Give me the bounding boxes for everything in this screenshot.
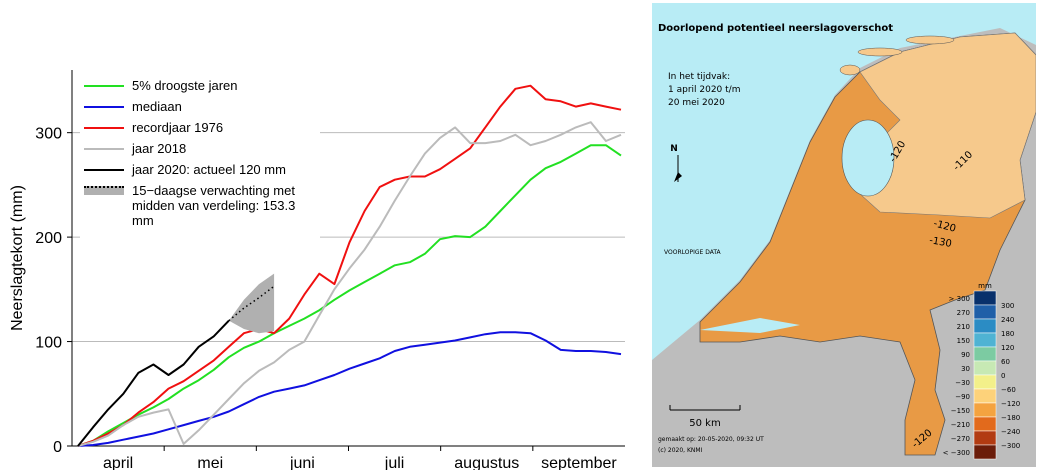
legend-item: 15−daagse verwachting met midden van ver… xyxy=(80,183,320,228)
legend-label: −90 xyxy=(955,393,970,401)
x-tick-label: september xyxy=(541,455,617,470)
legend-item: 5% droogste jaren xyxy=(80,78,320,93)
legend-color xyxy=(973,360,997,376)
period: 20 mei 2020 xyxy=(668,98,725,108)
ijsselmeer xyxy=(841,119,895,197)
legend-item: jaar 2018 xyxy=(80,141,320,156)
island xyxy=(839,64,861,76)
legend-label: 150 xyxy=(957,337,970,345)
legend-label: 270 xyxy=(957,309,970,317)
legend-label: −270 xyxy=(951,435,970,443)
legend-label: −150 xyxy=(951,407,970,415)
series-line xyxy=(77,121,622,447)
map-title: Doorlopend potentieel neerslagoverschot xyxy=(658,23,893,34)
contour-label: -130 xyxy=(928,235,952,250)
north-label: N xyxy=(670,144,678,154)
legend-swatch xyxy=(84,148,124,150)
legend-label-right: 180 xyxy=(1001,330,1014,338)
legend-item: mediaan xyxy=(80,99,320,114)
map: Doorlopend potentieel neerslagoverschot … xyxy=(652,3,1036,467)
legend-swatch xyxy=(84,186,124,195)
legend-swatch xyxy=(84,85,124,87)
estuary xyxy=(700,318,800,333)
y-tick-label: 100 xyxy=(35,335,62,352)
legend-label: < −300 xyxy=(943,449,970,457)
sea xyxy=(652,3,1036,360)
y-axis-label: Neerslagtekort (mm) xyxy=(9,185,26,331)
series-line xyxy=(77,144,622,447)
legend-label-right: −240 xyxy=(1001,428,1020,436)
legend-label: mediaan xyxy=(132,99,182,114)
legend-color xyxy=(973,416,997,432)
x-tick-label: juli xyxy=(384,455,405,470)
y-tick-label: 200 xyxy=(35,230,62,247)
legend-label: 5% droogste jaren xyxy=(132,78,238,93)
legend-label: 15−daagse verwachting met midden van ver… xyxy=(132,183,296,228)
series-line xyxy=(77,320,230,447)
legend-label-right: 300 xyxy=(1001,302,1014,310)
island xyxy=(857,47,903,57)
series-line xyxy=(77,331,622,447)
legend-label: jaar 2020: actueel 120 mm xyxy=(132,162,286,177)
legend-color xyxy=(973,388,997,404)
legend-swatch xyxy=(84,127,124,129)
footer: (c) 2020, KNMI xyxy=(658,447,703,454)
legend-label-right: −300 xyxy=(1001,442,1020,450)
legend-label: 210 xyxy=(957,323,970,331)
series-line xyxy=(228,285,275,322)
island xyxy=(905,35,955,45)
series-line xyxy=(77,84,622,447)
legend-color xyxy=(973,444,997,460)
note: VOORLOPIGE DATA xyxy=(664,249,722,256)
legend-item: jaar 2020: actueel 120 mm xyxy=(80,162,320,177)
x-tick-label: augustus xyxy=(454,455,519,470)
legend-label: −30 xyxy=(955,379,970,387)
y-tick-label: 0 xyxy=(53,439,62,456)
x-tick-label: juni xyxy=(289,455,315,470)
chart: Neerslagtekort (mm) 0 100 200 300 april mei ju… xyxy=(9,70,625,470)
forecast-band xyxy=(228,273,275,334)
scale-label: 50 km xyxy=(689,418,720,429)
legend-title: mm xyxy=(978,282,992,290)
legend-label: jaar 2018 xyxy=(132,141,187,156)
legend-color xyxy=(973,402,997,418)
x-tick-label: april xyxy=(103,455,133,470)
legend-swatch xyxy=(84,106,124,108)
legend-label: 30 xyxy=(961,365,970,373)
legend-label: recordjaar 1976 xyxy=(132,120,224,135)
period: 1 april 2020 t/m xyxy=(668,85,740,95)
x-tick-label: mei xyxy=(197,455,223,470)
legend-label-right: −120 xyxy=(1001,400,1020,408)
legend-label-right: 240 xyxy=(1001,316,1014,324)
y-tick-label: 300 xyxy=(35,126,62,143)
legend-label-right: 120 xyxy=(1001,344,1014,352)
legend-color xyxy=(973,374,997,390)
legend-item: recordjaar 1976 xyxy=(80,120,320,135)
legend-label-right: −60 xyxy=(1001,386,1016,394)
legend-color xyxy=(973,346,997,362)
legend-color xyxy=(973,430,997,446)
legend-swatch xyxy=(84,169,124,171)
period: In het tijdvak: xyxy=(668,72,730,82)
legend-label: 90 xyxy=(961,351,970,359)
legend-label-right: −180 xyxy=(1001,414,1020,422)
legend: 5% droogste jaren mediaan recordjaar 1976 j… xyxy=(80,72,320,238)
legend-color xyxy=(973,290,997,306)
legend-label-right: 60 xyxy=(1001,358,1010,366)
legend-label: −210 xyxy=(951,421,970,429)
footer: gemaakt op: 20-05-2020, 09:32 UT xyxy=(658,436,764,443)
legend-label: > 300 xyxy=(949,295,970,303)
legend-label-right: 0 xyxy=(1001,372,1005,380)
legend-color xyxy=(973,304,997,320)
legend-color xyxy=(973,332,997,348)
legend-color xyxy=(973,318,997,334)
